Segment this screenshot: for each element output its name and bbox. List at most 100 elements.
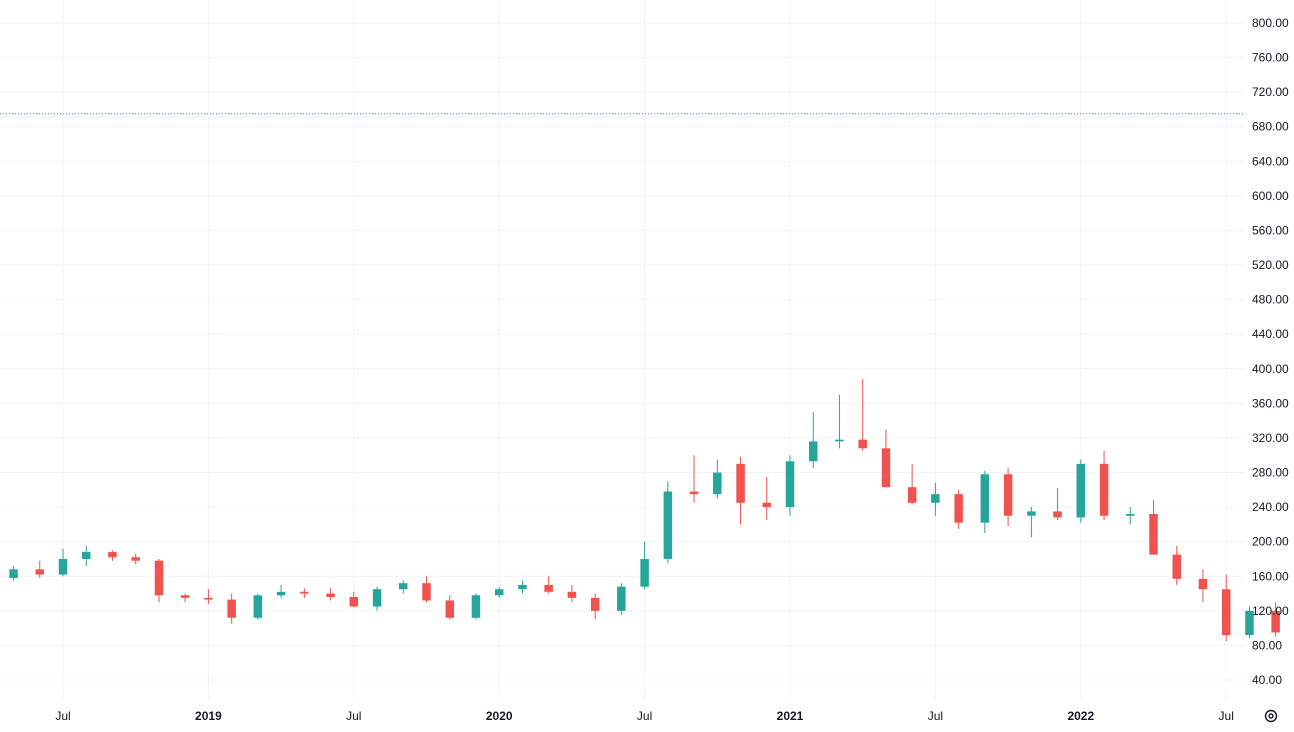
y-tick-label: 720.00 xyxy=(1252,85,1289,99)
candle-body xyxy=(1221,589,1231,636)
candle-body xyxy=(227,599,236,618)
candle xyxy=(35,560,44,578)
candle-body xyxy=(35,569,44,575)
y-tick-label: 600.00 xyxy=(1252,189,1289,203)
candle xyxy=(689,455,699,503)
x-tick-label: Jul xyxy=(1219,709,1234,723)
candle xyxy=(931,482,940,516)
candle-body xyxy=(1198,578,1208,590)
candle xyxy=(1198,569,1208,603)
candle xyxy=(82,546,91,566)
y-tick-label: 440.00 xyxy=(1252,327,1289,341)
y-tick-label: 200.00 xyxy=(1252,535,1289,549)
candle-body xyxy=(1003,474,1013,516)
candle xyxy=(154,558,164,603)
candle xyxy=(326,588,335,601)
candle xyxy=(1271,602,1280,637)
candle-body xyxy=(689,491,699,495)
candle xyxy=(640,541,649,590)
y-tick-label: 520.00 xyxy=(1252,258,1289,272)
candle xyxy=(544,576,553,594)
candle xyxy=(881,429,891,488)
candle xyxy=(1149,500,1158,555)
y-tick-label: 80.00 xyxy=(1252,638,1282,652)
candle xyxy=(736,456,745,525)
candle xyxy=(835,394,844,449)
candle-body xyxy=(422,583,431,601)
candle xyxy=(980,470,990,534)
candle xyxy=(1099,450,1109,521)
y-tick-label: 360.00 xyxy=(1252,396,1289,410)
candle-body xyxy=(762,502,771,508)
candle-body xyxy=(640,558,649,587)
candle xyxy=(954,489,963,529)
y-tick-label: 160.00 xyxy=(1252,569,1289,583)
candle-body xyxy=(471,595,481,618)
candle-body xyxy=(713,472,722,495)
x-tick-label: Jul xyxy=(55,709,70,723)
x-tick-label: Jul xyxy=(928,709,943,723)
candle-body xyxy=(349,597,359,607)
candle xyxy=(567,584,577,603)
candle-body xyxy=(372,589,382,607)
y-tick-label: 760.00 xyxy=(1252,51,1289,65)
candle xyxy=(907,463,917,505)
candle-body xyxy=(1125,514,1135,516)
y-tick-label: 800.00 xyxy=(1252,16,1289,30)
candle-body xyxy=(326,593,335,598)
candle-body xyxy=(1099,463,1109,516)
candle-body xyxy=(1076,463,1086,518)
candles xyxy=(9,379,1280,642)
candle xyxy=(58,548,68,577)
candle xyxy=(617,583,626,616)
candle xyxy=(1053,488,1062,521)
candle-body xyxy=(300,591,309,594)
grid xyxy=(0,0,1244,700)
x-tick-label: 2021 xyxy=(777,709,804,723)
y-tick-label: 280.00 xyxy=(1252,466,1289,480)
x-tick-label: 2022 xyxy=(1067,709,1094,723)
candle-body xyxy=(398,583,408,590)
candle-body xyxy=(82,552,91,559)
candle-body xyxy=(1172,554,1182,579)
candle-body xyxy=(881,448,891,488)
candle-body xyxy=(1245,610,1254,636)
y-axis: 800.00 760.00 720.00 680.00 640.00 600.00 560.… xyxy=(1252,16,1289,687)
y-tick-label: 400.00 xyxy=(1252,362,1289,376)
candle-body xyxy=(736,463,745,503)
candle xyxy=(422,576,431,603)
settings-gear-icon[interactable] xyxy=(1262,707,1280,725)
candle-body xyxy=(108,552,117,558)
candle xyxy=(372,586,382,611)
y-tick-label: 320.00 xyxy=(1252,431,1289,445)
candle-body xyxy=(617,586,626,611)
candle-body xyxy=(58,558,68,575)
candle-body xyxy=(590,597,600,611)
candle xyxy=(180,593,190,603)
candle-body xyxy=(276,591,286,596)
candle xyxy=(131,553,140,565)
candle xyxy=(349,591,359,608)
candle xyxy=(494,586,504,598)
candle-body xyxy=(544,584,553,592)
y-tick-label: 120.00 xyxy=(1252,604,1289,618)
candle-body xyxy=(1149,514,1158,555)
x-tick-label: 2019 xyxy=(195,709,222,723)
candle xyxy=(1245,606,1254,639)
candle xyxy=(785,455,795,516)
candle-body xyxy=(1027,511,1036,516)
x-tick-label: Jul xyxy=(637,709,652,723)
candle-body xyxy=(154,560,164,596)
candle-body xyxy=(954,494,963,523)
candle-body xyxy=(809,441,818,462)
candle xyxy=(663,481,673,564)
y-tick-label: 640.00 xyxy=(1252,154,1289,168)
y-tick-label: 480.00 xyxy=(1252,293,1289,307)
candle xyxy=(204,589,213,604)
candle-body xyxy=(980,474,990,523)
y-tick-label: 680.00 xyxy=(1252,120,1289,134)
candle-body xyxy=(567,591,577,598)
candle-body xyxy=(1053,511,1062,518)
